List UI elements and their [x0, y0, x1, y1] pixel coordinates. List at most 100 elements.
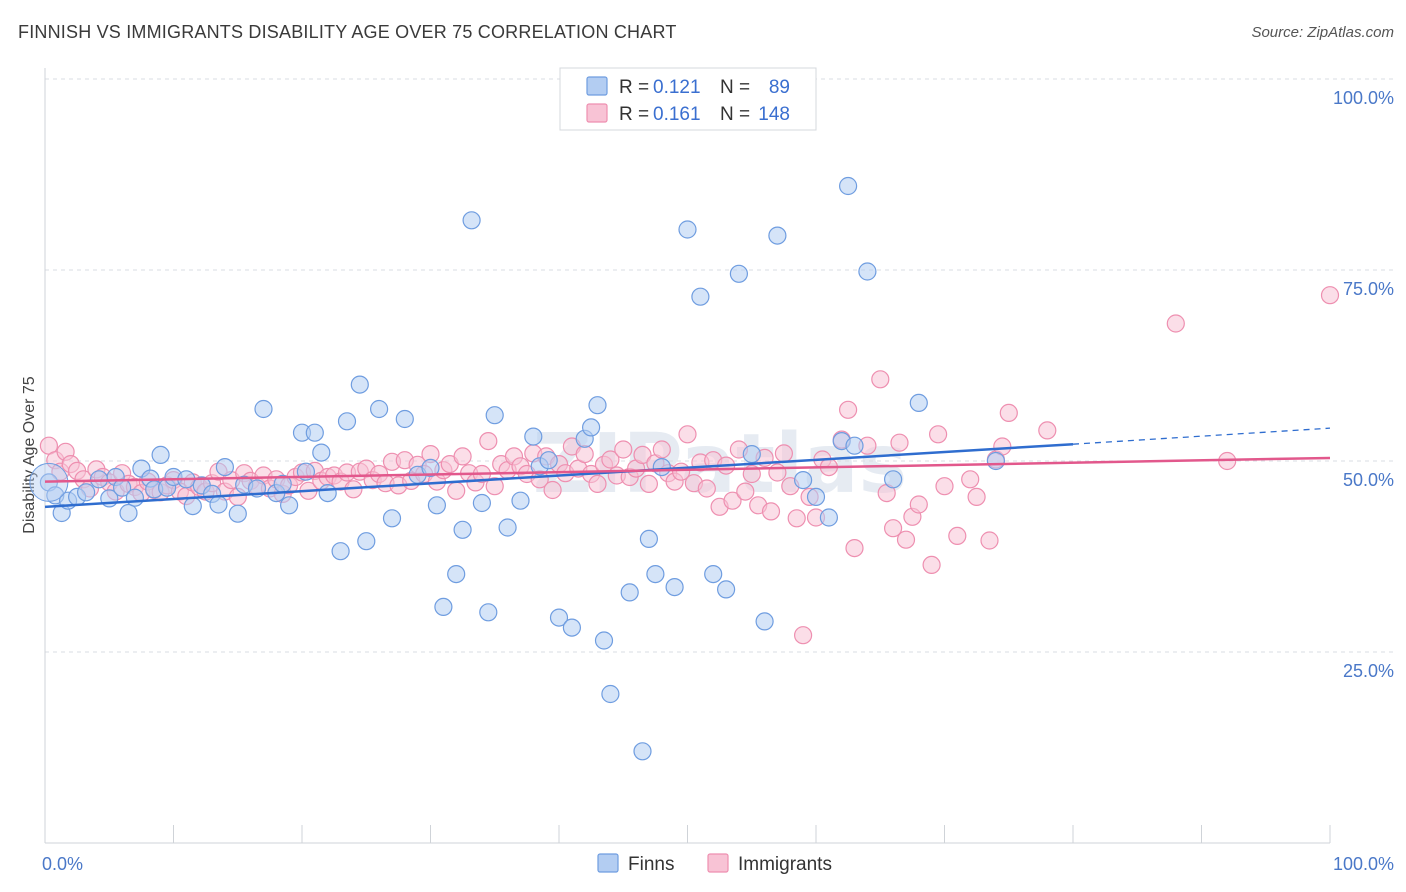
immigrants-point: [871, 370, 890, 389]
immigrants-point: [793, 626, 813, 645]
immigrants-point: [543, 480, 562, 500]
finns-point: [472, 493, 491, 513]
finns-point: [209, 495, 228, 514]
chart-source: Source: ZipAtlas.com: [1251, 24, 1394, 41]
immigrants-point: [614, 440, 633, 459]
immigrants-point: [447, 481, 466, 500]
finns-point: [350, 375, 369, 394]
finns-point: [581, 418, 601, 437]
immigrants-point: [652, 440, 671, 459]
finns-point: [838, 176, 858, 196]
immigrants-point: [980, 531, 999, 550]
bottom-legend-label: Immigrants: [738, 854, 832, 875]
finns-point: [883, 470, 903, 489]
legend: R = 0.121 N = 89 R = 0.161 N = 148: [559, 67, 817, 131]
finns-point: [524, 427, 543, 446]
finns-point: [819, 508, 839, 527]
finns-point: [646, 564, 665, 584]
finns-point: [318, 484, 337, 503]
axes: [44, 68, 1331, 844]
finns-point: [447, 564, 466, 584]
x-tick-label: 0.0%: [42, 854, 83, 874]
immigrants-point: [845, 538, 864, 558]
finns-point: [337, 412, 357, 431]
finns-point: [806, 487, 826, 506]
legend-r-value: 0.121: [653, 77, 701, 98]
immigrants-point: [967, 487, 986, 506]
finns-point: [395, 409, 414, 429]
finns-point: [691, 287, 710, 306]
finns-point: [76, 483, 96, 502]
bottom-legend-label: Finns: [628, 854, 674, 875]
immigrants-point: [1320, 286, 1340, 305]
bottom-legend-swatch: [597, 853, 619, 873]
trend-lines: [44, 427, 1331, 509]
finns-point: [986, 451, 1006, 471]
finns-point: [704, 564, 723, 584]
finns-point: [305, 423, 324, 442]
finns-point: [462, 211, 481, 230]
immigrants-point: [890, 433, 909, 452]
data-points: [29, 176, 1340, 761]
y-tick-label: 50.0%: [1343, 470, 1394, 490]
legend-n-value: 148: [758, 104, 790, 125]
immigrants-point: [1038, 421, 1057, 440]
immigrants-point: [697, 479, 716, 498]
immigrants-point: [678, 425, 697, 444]
immigrants-point: [761, 502, 781, 521]
finns-point: [652, 458, 671, 477]
immigrants-point: [838, 400, 858, 419]
finns-point: [215, 458, 234, 477]
finns-point: [498, 518, 517, 537]
x-tick-label: 100.0%: [1333, 854, 1394, 874]
finns-point: [588, 396, 607, 415]
finns-point: [639, 529, 659, 549]
immigrants-point: [453, 447, 472, 466]
chart-title: FINNISH VS IMMIGRANTS DISABILITY AGE OVE…: [18, 22, 677, 42]
finns-trend-line: [44, 442, 1074, 509]
immigrants-point: [768, 463, 787, 482]
finns-point: [716, 580, 736, 599]
finns-point: [793, 471, 813, 490]
y-tick-label: 25.0%: [1343, 661, 1394, 681]
finns-point: [228, 504, 247, 523]
legend-r-label: R =: [619, 77, 649, 98]
immigrants-point: [948, 526, 967, 546]
immigrants-point: [639, 474, 659, 493]
bottom-legend-swatch: [707, 853, 729, 873]
finns-point: [254, 399, 273, 419]
immigrants-point: [883, 519, 903, 538]
immigrants-point: [479, 432, 498, 451]
finns-point: [119, 503, 138, 523]
immigrants-point: [485, 477, 504, 496]
finns-point: [678, 220, 697, 239]
finns-point: [633, 742, 652, 761]
finns-point: [479, 603, 498, 622]
legend-n-value: 89: [769, 77, 790, 98]
bottom-legend: Finns Immigrants: [597, 853, 832, 875]
finns-point: [539, 451, 558, 470]
finns-trend-extension: [1072, 427, 1331, 445]
immigrants-point: [1166, 314, 1185, 333]
y-tick-label: 75.0%: [1343, 279, 1394, 299]
finns-point: [125, 488, 144, 507]
finns-point: [151, 445, 170, 464]
immigrants-point: [633, 445, 652, 464]
finns-point: [665, 577, 684, 597]
finns-point: [280, 496, 299, 515]
legend-r-label: R =: [619, 104, 649, 125]
finns-point: [485, 406, 504, 425]
finns-point: [562, 618, 582, 637]
finns-point: [370, 399, 389, 419]
finns-point: [845, 436, 864, 455]
finns-point: [183, 497, 202, 516]
immigrants-point: [999, 403, 1018, 422]
grid: [45, 78, 1394, 653]
finns-point: [357, 532, 376, 551]
immigrants-point: [896, 530, 916, 549]
finns-point: [768, 226, 787, 245]
finns-point: [549, 608, 569, 627]
finns-point: [909, 393, 928, 412]
finns-point: [427, 496, 446, 515]
